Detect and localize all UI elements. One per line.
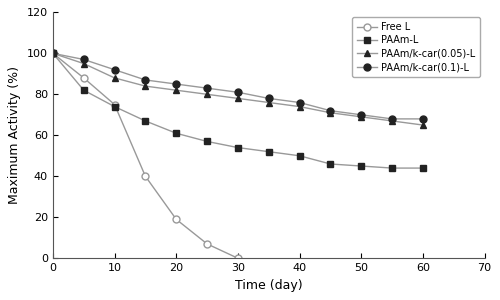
- PAAm/k-car(0.1)-L: [328, 109, 334, 112]
- PAAm-L: [328, 162, 334, 166]
- PAAm-L: [389, 166, 395, 170]
- Free L: [50, 52, 56, 55]
- PAAm-L: [112, 105, 117, 108]
- PAAm/k-car(0.1)-L: [358, 113, 364, 117]
- PAAm-L: [296, 154, 302, 158]
- PAAm/k-car(0.1)-L: [389, 117, 395, 121]
- Free L: [80, 76, 86, 80]
- PAAm/k-car(0.1)-L: [142, 78, 148, 82]
- PAAm/k-car(0.1)-L: [266, 97, 272, 100]
- Free L: [235, 256, 241, 260]
- PAAm/k-car(0.1)-L: [50, 52, 56, 55]
- PAAm/k-car(0.05)-L: [112, 76, 117, 80]
- PAAm/k-car(0.05)-L: [266, 101, 272, 104]
- X-axis label: Time (day): Time (day): [235, 279, 302, 292]
- PAAm/k-car(0.1)-L: [112, 68, 117, 71]
- Legend: Free L, PAAm-L, PAAm/k-car(0.05)-L, PAAm/k-car(0.1)-L: Free L, PAAm-L, PAAm/k-car(0.05)-L, PAAm…: [352, 17, 480, 77]
- PAAm/k-car(0.05)-L: [142, 84, 148, 88]
- Free L: [142, 175, 148, 178]
- PAAm/k-car(0.05)-L: [204, 92, 210, 96]
- PAAm-L: [420, 166, 426, 170]
- PAAm-L: [50, 52, 56, 55]
- Line: PAAm/k-car(0.1)-L: PAAm/k-car(0.1)-L: [50, 50, 426, 122]
- Line: Free L: Free L: [50, 50, 242, 262]
- PAAm-L: [173, 131, 179, 135]
- PAAm/k-car(0.05)-L: [173, 88, 179, 92]
- PAAm/k-car(0.1)-L: [420, 117, 426, 121]
- Y-axis label: Maximum Activity (%): Maximum Activity (%): [8, 66, 22, 204]
- PAAm/k-car(0.05)-L: [235, 97, 241, 100]
- PAAm/k-car(0.1)-L: [204, 86, 210, 90]
- PAAm/k-car(0.1)-L: [173, 82, 179, 86]
- Free L: [173, 218, 179, 221]
- Line: PAAm-L: PAAm-L: [50, 50, 426, 172]
- PAAm-L: [204, 140, 210, 143]
- PAAm/k-car(0.05)-L: [389, 119, 395, 123]
- PAAm-L: [80, 88, 86, 92]
- PAAm-L: [266, 150, 272, 154]
- PAAm/k-car(0.05)-L: [358, 115, 364, 119]
- PAAm/k-car(0.05)-L: [80, 62, 86, 65]
- Line: PAAm/k-car(0.05)-L: PAAm/k-car(0.05)-L: [50, 50, 426, 128]
- PAAm/k-car(0.1)-L: [296, 101, 302, 104]
- PAAm/k-car(0.1)-L: [235, 91, 241, 94]
- PAAm/k-car(0.1)-L: [80, 58, 86, 61]
- Free L: [112, 103, 117, 106]
- PAAm/k-car(0.05)-L: [328, 111, 334, 115]
- Free L: [204, 242, 210, 246]
- PAAm/k-car(0.05)-L: [296, 105, 302, 108]
- PAAm/k-car(0.05)-L: [50, 52, 56, 55]
- PAAm/k-car(0.05)-L: [420, 123, 426, 127]
- PAAm-L: [235, 146, 241, 149]
- PAAm-L: [358, 164, 364, 168]
- PAAm-L: [142, 119, 148, 123]
